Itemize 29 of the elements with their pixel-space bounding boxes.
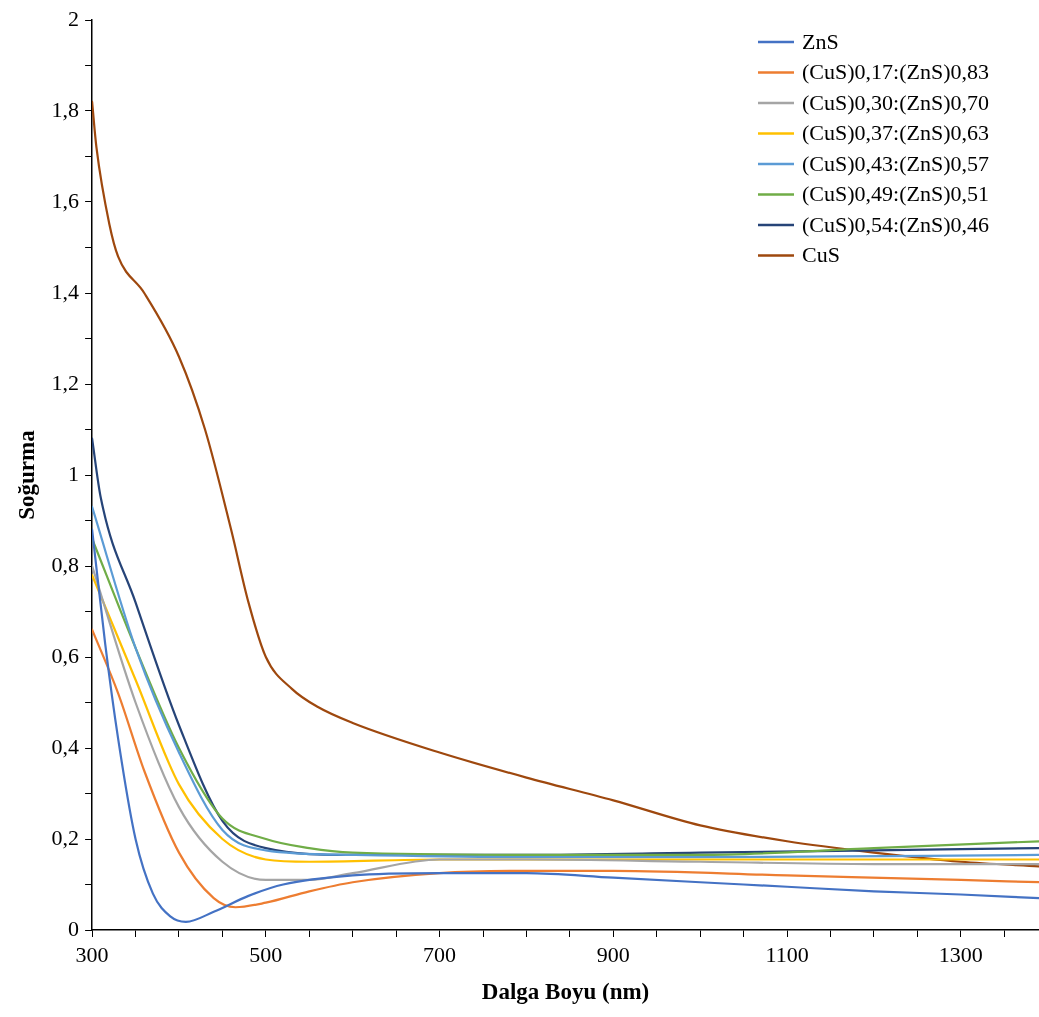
y-tick-label: 0,4 [51,733,80,759]
y-tick-label: 0 [68,915,80,941]
x-tick-label: 500 [249,941,283,967]
legend-label: (CuS)0,37:(ZnS)0,63 [802,120,989,146]
x-axis-title: Dalga Boyu (nm) [481,979,650,1005]
legend-label: (CuS)0,30:(ZnS)0,70 [802,89,989,115]
x-tick-label: 900 [596,941,630,967]
legend-label: CuS [802,242,840,268]
y-tick-label: 1,4 [51,278,80,304]
x-tick-label: 300 [75,941,109,967]
y-tick-label: 2 [68,5,80,31]
legend-label: (CuS)0,49:(ZnS)0,51 [802,181,989,207]
x-tick-label: 1300 [938,941,983,967]
y-tick-label: 1,8 [51,96,80,122]
x-tick-label: 1100 [765,941,809,967]
y-tick-label: 0,2 [51,824,80,850]
y-tick-label: 0,8 [51,551,80,577]
x-tick-label: 700 [423,941,457,967]
line-series [92,528,1039,923]
y-axis-title: Soğurma [13,429,39,520]
y-tick-label: 1,2 [51,369,80,395]
legend-label: ZnS [802,28,839,54]
legend-label: (CuS)0,54:(ZnS)0,46 [802,211,989,237]
legend-label: (CuS)0,43:(ZnS)0,57 [802,150,989,176]
line-series [92,628,1039,909]
y-tick-label: 1,6 [51,187,80,213]
y-tick-label: 1 [68,460,80,486]
legend-label: (CuS)0,17:(ZnS)0,83 [802,59,989,85]
y-tick-label: 0,6 [51,642,80,668]
